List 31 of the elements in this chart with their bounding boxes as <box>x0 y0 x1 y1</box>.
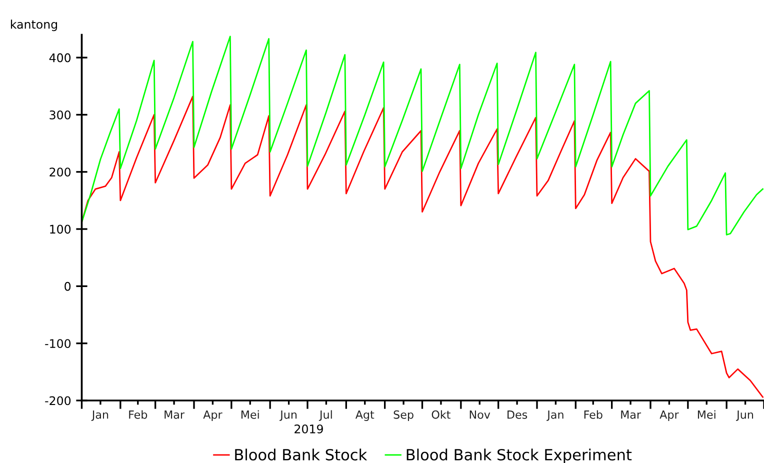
y-tick-label: 100 <box>50 224 71 234</box>
x-tick-label: Jan <box>91 410 108 421</box>
x-tick-label: Nov <box>470 410 490 419</box>
y-tick-label: 0 <box>64 282 71 291</box>
x-tick-label: Mar <box>621 410 642 419</box>
x-tick-label: Agt <box>355 410 374 421</box>
y-tick-label: 400 <box>49 53 71 62</box>
x-axis-title: 2019 <box>294 424 323 434</box>
x-tick-label: Jun <box>736 410 754 421</box>
x-tick-label: Mar <box>164 410 185 419</box>
x-tick-label: Des <box>508 410 528 419</box>
x-tick-label: Mei <box>241 410 259 419</box>
x-tick-label: Jun <box>280 410 297 421</box>
x-tick-label: Sep <box>394 410 414 421</box>
x-tick-label: Jan <box>546 410 564 421</box>
y-axis-title: kantong <box>10 20 58 32</box>
y-tick-label: 200 <box>50 168 71 177</box>
x-tick-label: Apr <box>203 410 222 421</box>
y-tick-label: -200 <box>45 396 71 406</box>
y-tick-label: -100 <box>45 339 71 348</box>
x-tick-label: Feb <box>584 410 602 419</box>
x-tick-label: Apr <box>660 410 679 421</box>
x-tick-label: Jul <box>318 410 332 421</box>
line-series <box>82 36 764 236</box>
x-tick-label: Feb <box>129 410 148 419</box>
x-tick-label: Mei <box>698 410 716 419</box>
legend-label: Blood Bank Stock <box>235 448 368 460</box>
line-series <box>82 96 764 398</box>
legend-label: Blood Bank Stock Experiment <box>406 448 632 463</box>
y-tick-label: 300 <box>50 110 71 120</box>
x-tick-label: Okt <box>432 410 450 419</box>
